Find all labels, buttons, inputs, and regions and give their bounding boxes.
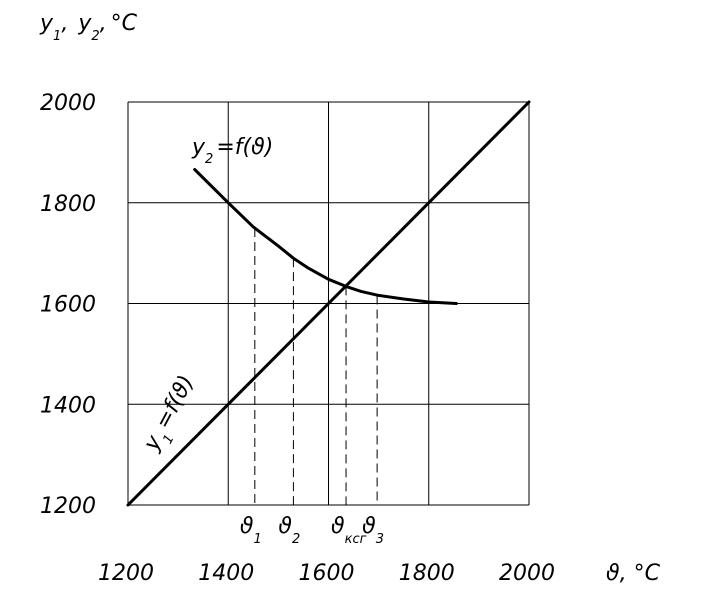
marker-label-3: ϑксг <box>331 514 367 547</box>
marker-label-2: ϑ2 <box>278 514 300 547</box>
drop-lines <box>254 227 378 505</box>
series-lines <box>126 100 531 507</box>
series-line-2 <box>193 168 458 305</box>
y-tick-label: 1400 <box>40 393 96 418</box>
y-tick-label: 1600 <box>40 293 96 318</box>
x-tick-label: 1600 <box>299 561 355 586</box>
x-axis-title: ϑ, °C <box>606 561 661 586</box>
x-tick-labels: 1200 1400 1600 1800 2000 <box>98 561 555 586</box>
y-tick-label: 1800 <box>40 192 96 217</box>
marker-label-4: ϑ3 <box>362 514 384 547</box>
x-tick-label: 1800 <box>399 561 455 586</box>
series-line-1 <box>126 100 531 507</box>
y-tick-label: 2000 <box>40 91 96 116</box>
grid <box>127 101 530 506</box>
x-tick-label: 1400 <box>198 561 254 586</box>
x-tick-label: 2000 <box>499 561 555 586</box>
y-tick-labels: 2000 1800 1600 1400 1200 <box>40 91 96 519</box>
x-tick-label: 1200 <box>98 561 154 586</box>
y-tick-label: 1200 <box>40 494 96 519</box>
series-label-y2: y2 =f(ϑ) <box>191 135 273 167</box>
y-axis-title: y1, y2, °C <box>39 11 138 44</box>
series-label-y1: y1=f(ϑ) <box>139 371 206 459</box>
marker-label-1: ϑ1 <box>240 514 262 547</box>
